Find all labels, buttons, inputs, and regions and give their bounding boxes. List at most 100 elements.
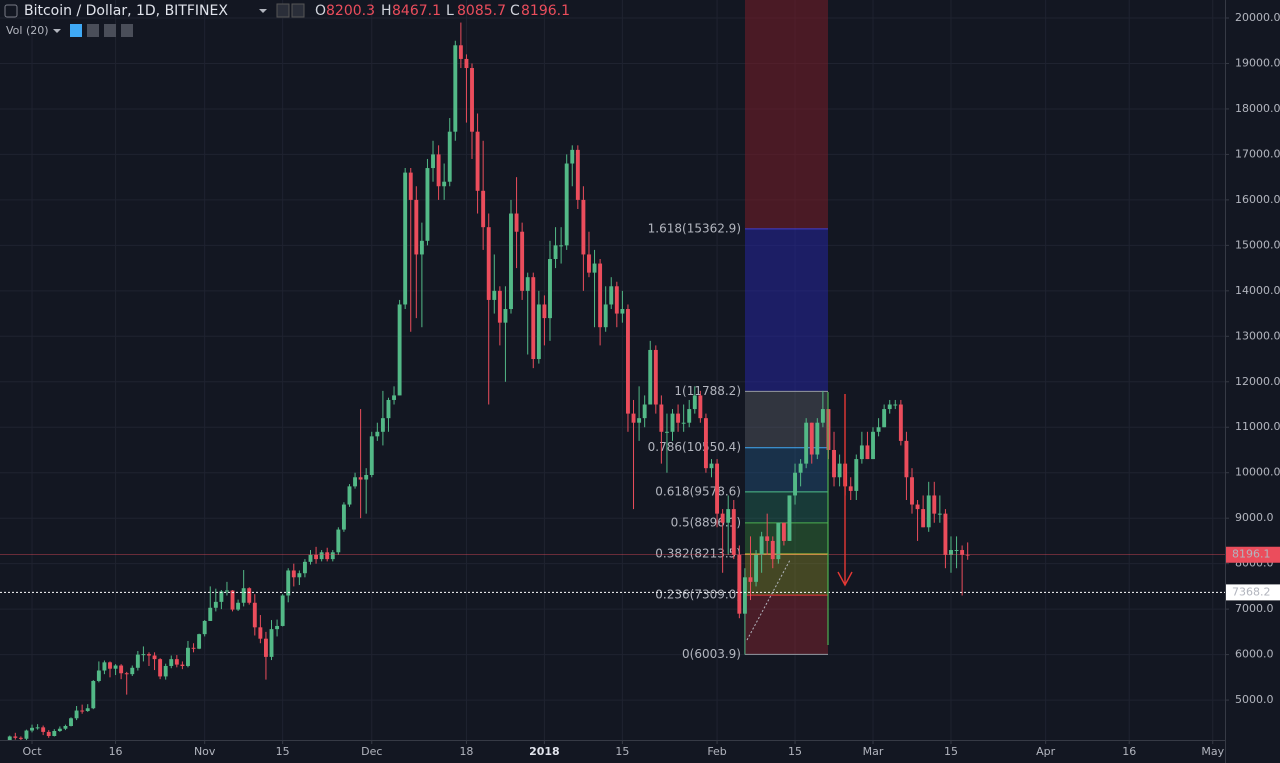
candle-body bbox=[197, 634, 202, 649]
y-tick-label: 11000.0 bbox=[1235, 420, 1280, 433]
x-tick-label: 2018 bbox=[529, 745, 560, 758]
candle-body bbox=[742, 577, 747, 614]
y-tick-label: 12000.0 bbox=[1235, 375, 1280, 388]
last-price-label: 8196.1 bbox=[1232, 548, 1271, 561]
candle-body bbox=[676, 413, 681, 423]
candle-body bbox=[954, 550, 959, 552]
candle-body bbox=[69, 718, 73, 726]
ohlc-value: 8200.3 bbox=[326, 3, 375, 19]
candle-body bbox=[726, 509, 731, 523]
ohlc-value: 8467.1 bbox=[392, 3, 441, 19]
candle-body bbox=[85, 708, 90, 711]
candle-body bbox=[442, 181, 447, 187]
candle-body bbox=[286, 570, 291, 596]
candle-body bbox=[180, 664, 185, 666]
candle-body bbox=[314, 554, 319, 560]
y-tick-label: 13000.0 bbox=[1235, 329, 1280, 342]
candle-body bbox=[709, 463, 714, 469]
icon[interactable] bbox=[291, 3, 305, 18]
ohlc-label: O bbox=[315, 3, 326, 19]
candle-body bbox=[247, 588, 252, 603]
icon[interactable] bbox=[87, 24, 99, 37]
fib-label: 0.618(9578.6) bbox=[655, 484, 741, 498]
candle-body bbox=[648, 349, 653, 405]
y-tick-label: 16000.0 bbox=[1235, 193, 1280, 206]
candle-body bbox=[119, 665, 124, 674]
candle-body bbox=[492, 290, 497, 300]
candle-body bbox=[737, 554, 742, 614]
candle-body bbox=[570, 149, 575, 164]
fib-label: 0.786(10550.4) bbox=[648, 440, 741, 454]
y-tick-label: 14000.0 bbox=[1235, 284, 1280, 297]
candle-body bbox=[820, 409, 825, 423]
candle-body bbox=[108, 662, 112, 669]
candle-body bbox=[258, 627, 263, 639]
last-price-tag bbox=[1226, 546, 1280, 563]
fib-zone bbox=[745, 491, 828, 523]
caret[interactable] bbox=[53, 29, 61, 33]
candle-body bbox=[770, 540, 775, 560]
candle-body bbox=[887, 404, 892, 410]
candle-body bbox=[776, 522, 781, 560]
icon[interactable] bbox=[70, 24, 82, 37]
candle-body bbox=[598, 263, 603, 328]
candle-body bbox=[553, 245, 558, 260]
caret[interactable] bbox=[259, 9, 267, 13]
candle-body bbox=[41, 727, 46, 732]
candle-body bbox=[91, 680, 96, 709]
icon[interactable] bbox=[276, 3, 290, 18]
icon[interactable] bbox=[4, 4, 18, 18]
candle-body bbox=[80, 710, 85, 712]
candle-body bbox=[386, 399, 391, 419]
candle-body bbox=[536, 304, 541, 360]
candle-body bbox=[687, 409, 692, 423]
x-tick-label: May bbox=[1201, 745, 1224, 758]
icon[interactable] bbox=[104, 24, 116, 37]
candle-body bbox=[364, 474, 369, 480]
candle-body bbox=[225, 590, 229, 592]
candle-body bbox=[431, 154, 435, 169]
candle-body bbox=[798, 463, 803, 473]
candle-body bbox=[46, 731, 51, 736]
candle-body bbox=[871, 431, 875, 460]
candle-body bbox=[252, 602, 257, 628]
candle-body bbox=[921, 509, 926, 528]
grid bbox=[0, 0, 1225, 740]
x-tick-label: 15 bbox=[788, 745, 802, 758]
indicator-label[interactable]: Vol (20) bbox=[6, 24, 49, 37]
candle-body bbox=[614, 286, 619, 314]
candle-body bbox=[436, 154, 441, 187]
y-tick-label: 18000.0 bbox=[1235, 102, 1280, 115]
candle-body bbox=[592, 263, 597, 273]
x-tick-label: Nov bbox=[194, 745, 216, 758]
candle-body bbox=[403, 172, 408, 305]
candle-body bbox=[358, 477, 363, 480]
candle-body bbox=[653, 349, 658, 405]
candle-body bbox=[509, 213, 513, 310]
candle-body bbox=[35, 727, 40, 729]
price-axis-bg bbox=[1225, 0, 1280, 763]
candle-body bbox=[169, 659, 174, 666]
candle-body bbox=[208, 607, 213, 621]
candle-body bbox=[804, 422, 809, 464]
ohlc-value: 8085.7 bbox=[457, 3, 506, 19]
candle-body bbox=[302, 561, 307, 574]
candle-body bbox=[943, 513, 948, 555]
candle-body bbox=[24, 730, 29, 739]
candle-body bbox=[219, 591, 224, 602]
y-tick-label: 17000.0 bbox=[1235, 147, 1280, 160]
fib-zone bbox=[745, 553, 828, 596]
candle-body bbox=[932, 495, 937, 514]
candle-body bbox=[158, 659, 163, 677]
candle-body bbox=[720, 513, 725, 523]
candle-body bbox=[380, 418, 385, 432]
candle-body bbox=[191, 647, 196, 649]
icon[interactable] bbox=[121, 24, 133, 37]
candle-body bbox=[475, 131, 480, 191]
candle-body bbox=[759, 536, 764, 555]
candle-body bbox=[854, 459, 859, 491]
candle-body bbox=[637, 418, 642, 423]
candle-body bbox=[848, 486, 853, 491]
x-tick-label: 18 bbox=[459, 745, 473, 758]
